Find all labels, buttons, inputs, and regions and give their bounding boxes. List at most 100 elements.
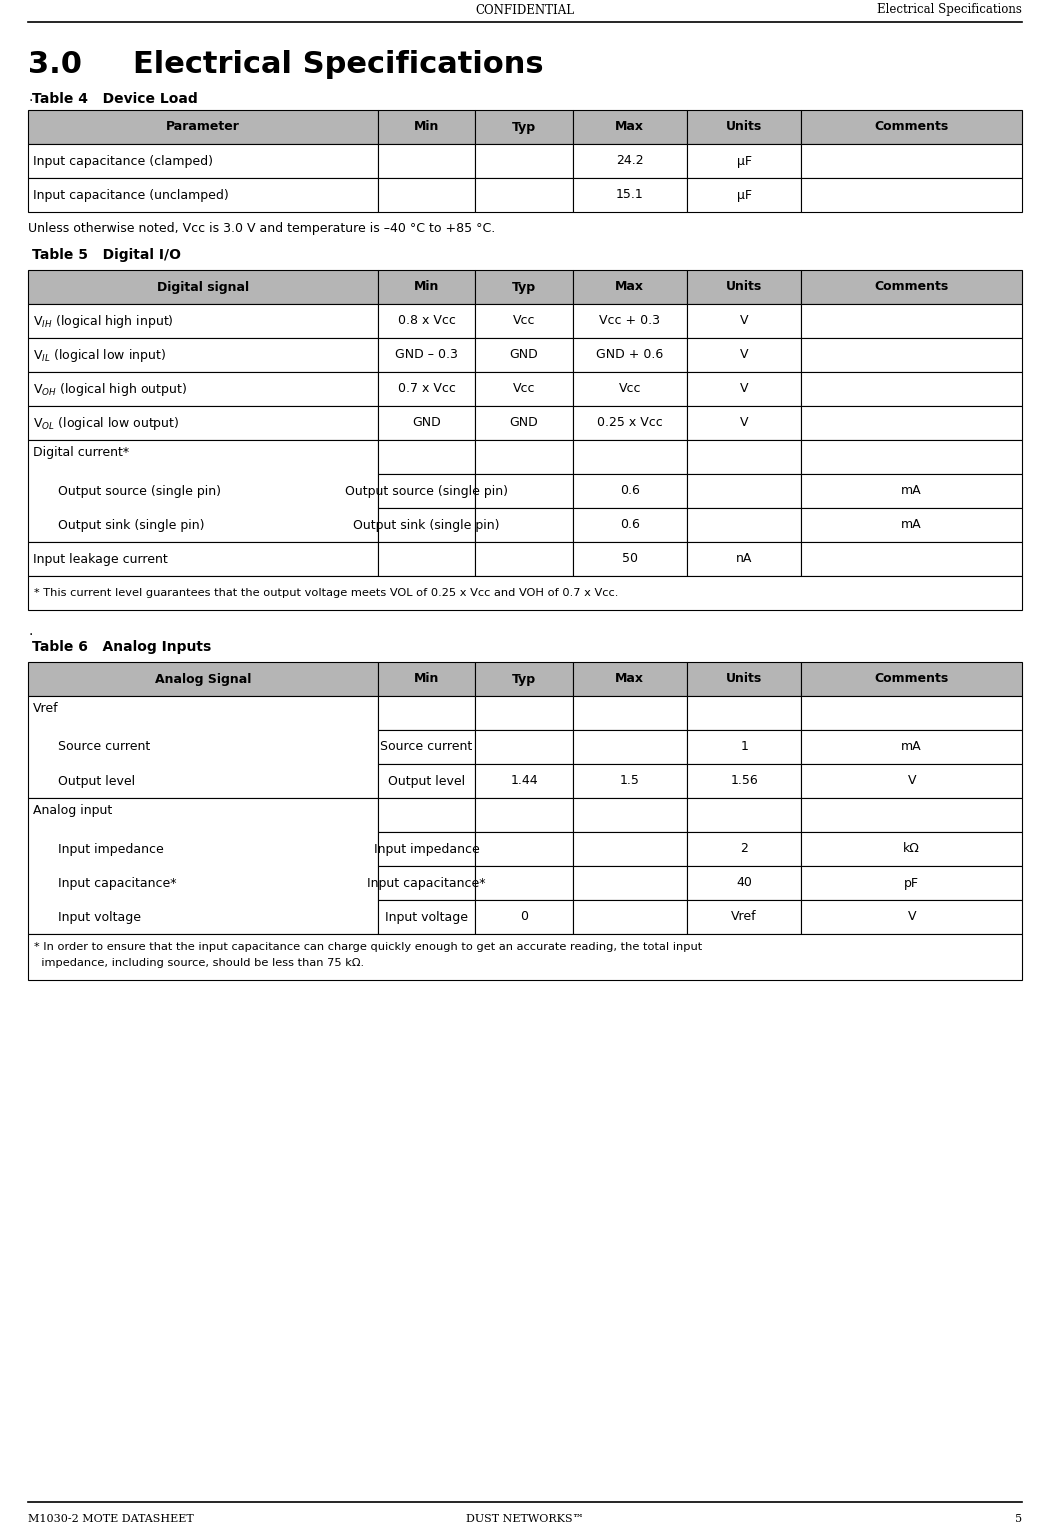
Text: Output level: Output level — [58, 775, 135, 787]
Bar — [572, 865, 687, 899]
Text: 24.2: 24.2 — [616, 154, 644, 168]
Bar — [801, 730, 1022, 764]
Bar — [572, 303, 687, 337]
Bar — [476, 696, 572, 730]
Text: Analog input: Analog input — [33, 804, 112, 818]
Text: GND + 0.6: GND + 0.6 — [596, 348, 664, 362]
Bar — [572, 730, 687, 764]
Bar — [28, 109, 378, 145]
Bar — [476, 730, 572, 764]
Bar — [572, 270, 687, 303]
Text: V$_{IL}$ (logical low input): V$_{IL}$ (logical low input) — [33, 346, 166, 363]
Bar — [378, 407, 476, 440]
Text: 15.1: 15.1 — [616, 188, 644, 202]
Text: Analog Signal: Analog Signal — [154, 673, 251, 685]
Bar — [476, 440, 572, 474]
Bar — [476, 474, 572, 508]
Bar — [572, 337, 687, 373]
Text: Output source (single pin): Output source (single pin) — [58, 485, 220, 497]
Text: Max: Max — [615, 280, 645, 294]
Bar — [572, 696, 687, 730]
Bar — [476, 798, 572, 832]
Text: CONFIDENTIAL: CONFIDENTIAL — [476, 3, 574, 17]
Bar — [572, 899, 687, 933]
Bar — [476, 145, 572, 179]
Text: Output sink (single pin): Output sink (single pin) — [354, 519, 500, 531]
Text: Units: Units — [726, 673, 762, 685]
Bar — [687, 474, 801, 508]
Bar — [801, 764, 1022, 798]
Bar — [28, 576, 1022, 610]
Bar — [476, 337, 572, 373]
Text: Comments: Comments — [875, 120, 949, 134]
Bar — [572, 145, 687, 179]
Bar — [378, 109, 476, 145]
Text: 5: 5 — [1015, 1514, 1022, 1525]
Bar — [572, 832, 687, 865]
Text: Min: Min — [414, 280, 439, 294]
Bar — [687, 303, 801, 337]
Text: Electrical Specifications: Electrical Specifications — [133, 49, 544, 79]
Bar — [476, 373, 572, 407]
Text: Input leakage current: Input leakage current — [33, 553, 168, 565]
Text: 40: 40 — [736, 876, 752, 890]
Bar — [378, 373, 476, 407]
Bar — [476, 899, 572, 933]
Bar — [801, 542, 1022, 576]
Bar — [687, 407, 801, 440]
Bar — [28, 145, 378, 179]
Text: pF: pF — [904, 876, 919, 890]
Text: Table 6   Analog Inputs: Table 6 Analog Inputs — [32, 641, 211, 654]
Bar — [801, 474, 1022, 508]
Text: GND – 0.3: GND – 0.3 — [395, 348, 458, 362]
Bar — [28, 407, 378, 440]
Text: V: V — [740, 314, 749, 328]
Bar — [28, 373, 378, 407]
Bar — [572, 109, 687, 145]
Bar — [476, 109, 572, 145]
Text: GND: GND — [509, 416, 539, 430]
Text: Electrical Specifications: Electrical Specifications — [877, 3, 1022, 17]
Bar — [476, 179, 572, 213]
Text: Table 4   Device Load: Table 4 Device Load — [32, 92, 197, 106]
Text: Input capacitance*: Input capacitance* — [58, 876, 176, 890]
Bar — [28, 303, 378, 337]
Text: Digital signal: Digital signal — [156, 280, 249, 294]
Text: Output sink (single pin): Output sink (single pin) — [58, 519, 205, 531]
Text: .: . — [28, 624, 33, 638]
Bar — [476, 542, 572, 576]
Bar — [801, 145, 1022, 179]
Text: GND: GND — [413, 416, 441, 430]
Bar — [687, 798, 801, 832]
Text: Output level: Output level — [388, 775, 465, 787]
Text: Source current: Source current — [380, 741, 472, 753]
Bar — [476, 865, 572, 899]
Text: 3.0: 3.0 — [28, 49, 82, 79]
Bar — [378, 832, 476, 865]
Bar — [28, 270, 378, 303]
Text: .: . — [28, 89, 33, 105]
Bar — [801, 832, 1022, 865]
Bar — [378, 542, 476, 576]
Bar — [801, 440, 1022, 474]
Text: V: V — [907, 910, 916, 924]
Bar — [378, 730, 476, 764]
Bar — [378, 662, 476, 696]
Bar — [801, 179, 1022, 213]
Text: Vcc + 0.3: Vcc + 0.3 — [600, 314, 660, 328]
Bar — [801, 696, 1022, 730]
Text: V: V — [907, 775, 916, 787]
Text: * This current level guarantees that the output voltage meets VOL of 0.25 x Vcc : * This current level guarantees that the… — [34, 588, 618, 598]
Text: GND: GND — [509, 348, 539, 362]
Bar — [378, 474, 476, 508]
Bar — [28, 542, 378, 576]
Text: mA: mA — [901, 485, 922, 497]
Bar — [687, 109, 801, 145]
Text: Input capacitance*: Input capacitance* — [368, 876, 486, 890]
Bar — [476, 508, 572, 542]
Bar — [687, 270, 801, 303]
Text: 0.8 x Vcc: 0.8 x Vcc — [398, 314, 456, 328]
Text: M1030-2 MOTE DATASHEET: M1030-2 MOTE DATASHEET — [28, 1514, 194, 1525]
Bar — [378, 899, 476, 933]
Text: Vref: Vref — [33, 702, 59, 715]
